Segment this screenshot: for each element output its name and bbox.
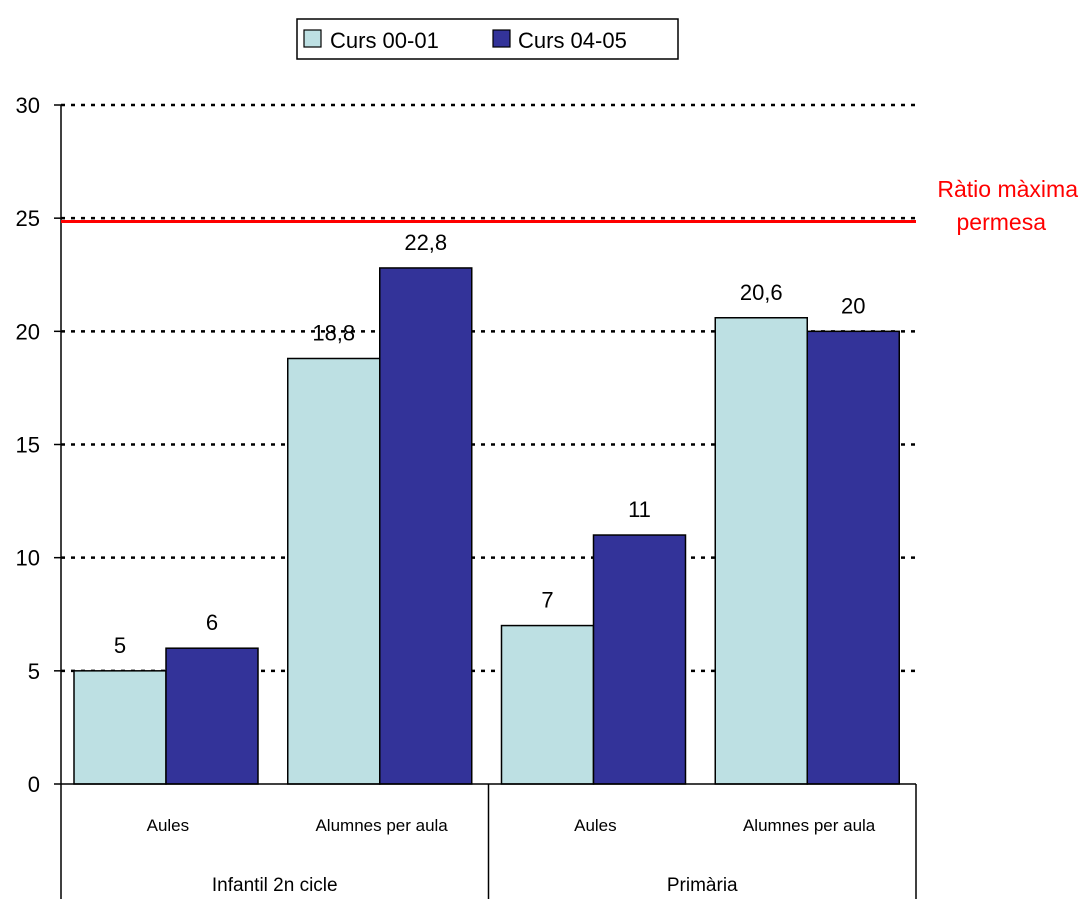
labels: 0 5 10 15 20 25 30 5 18,8 7 20,6 6 22,8 11 20 Aules Alum…: [16, 93, 876, 896]
axes: [54, 104, 917, 899]
group-label: Infantil 2n cicle: [212, 875, 338, 896]
bar: [714, 317, 808, 785]
bar: [165, 647, 259, 785]
category-label: Alumnes per aula: [743, 816, 876, 835]
data-label: 18,8: [312, 320, 355, 345]
category-label: Aules: [147, 816, 190, 835]
data-label: 6: [206, 610, 218, 635]
bars: [73, 267, 900, 785]
y-tick-label: 15: [16, 433, 40, 458]
bar: [287, 357, 381, 785]
data-label: 22,8: [404, 230, 447, 255]
legend-swatch-series-2: [492, 29, 511, 48]
y-tick-label: 20: [16, 319, 40, 344]
legend-box: [296, 18, 679, 60]
category-label: Alumnes per aula: [315, 816, 448, 835]
legend-swatch-series-1: [303, 29, 322, 48]
bar: [500, 624, 595, 785]
legend-label-series-1: Curs 00-01: [330, 28, 439, 53]
reference-line-label-line2: permesa: [957, 209, 1047, 235]
y-tick-label: 10: [16, 546, 40, 571]
data-label: 20,6: [740, 280, 783, 305]
data-label: 20: [841, 293, 865, 318]
data-label: 5: [114, 633, 126, 658]
y-tick-label: 30: [16, 93, 40, 118]
legend: Curs 00-01 Curs 04-05: [296, 18, 679, 60]
y-tick-label: 0: [28, 772, 40, 797]
group-label: Primària: [667, 875, 738, 896]
y-tick-label: 25: [16, 206, 40, 231]
bar: [592, 534, 687, 785]
data-label: 7: [541, 588, 553, 613]
bar: [73, 670, 167, 785]
y-tick-label: 5: [28, 659, 40, 684]
legend-label-series-2: Curs 04-05: [518, 28, 627, 53]
data-label: 11: [628, 497, 651, 522]
bar: [806, 330, 900, 785]
reference-line-label-line1: Ràtio màxima: [937, 176, 1078, 202]
category-label: Aules: [574, 816, 617, 835]
bar: [379, 267, 473, 785]
